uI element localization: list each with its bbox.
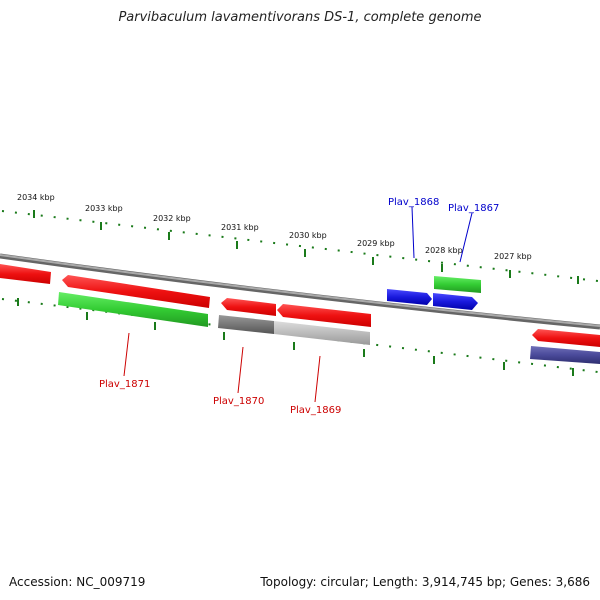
genome-title: Parvibaculum lavamentivorans DS-1, compl… — [118, 10, 482, 25]
gene-red-arrow[interactable] — [0, 264, 51, 284]
gene-label-plav-1869[interactable]: Plav_1869 — [290, 405, 341, 416]
gene-green-arrow[interactable] — [58, 292, 208, 327]
gene-blue-arrow[interactable] — [387, 289, 432, 305]
gene-blue-arrow[interactable] — [433, 293, 478, 310]
leader-line — [459, 212, 473, 263]
gene-label-plav-1868[interactable]: Plav_1868 — [388, 197, 439, 208]
gene-red-arrow[interactable] — [221, 298, 276, 316]
gene-red-arrow[interactable] — [277, 304, 371, 327]
gene-features-lower[interactable] — [58, 292, 600, 364]
gene-green-arrow[interactable] — [434, 276, 481, 293]
kbp-label: 2033 kbp — [85, 204, 123, 213]
gene-gray-arrow[interactable] — [218, 315, 274, 334]
accession-text: Accession: NC_009719 — [9, 575, 146, 589]
genome-summary-text: Topology: circular; Length: 3,914,745 bp… — [260, 575, 590, 589]
gene-red-arrow[interactable] — [532, 329, 600, 347]
kbp-label: 2031 kbp — [221, 223, 259, 232]
leader-line — [237, 346, 244, 394]
kbp-label: 2032 kbp — [153, 214, 191, 223]
gene-label-plav-1871[interactable]: Plav_1871 — [99, 379, 150, 390]
gene-red-arrow[interactable] — [62, 275, 210, 308]
genome-backbone — [0, 253, 600, 330]
leader-line — [411, 206, 415, 259]
gene-purple-arrow[interactable] — [530, 346, 600, 364]
gene-gray-arrow[interactable] — [274, 321, 370, 345]
gene-label-plav-1870[interactable]: Plav_1870 — [213, 396, 264, 407]
outer-tick-track — [1, 210, 599, 284]
leader-lines — [123, 206, 473, 403]
kbp-label: 2034 kbp — [17, 193, 55, 202]
kbp-label: 2030 kbp — [289, 231, 327, 240]
gene-label-plav-1867[interactable]: Plav_1867 — [448, 203, 499, 214]
kbp-labels: 2034 kbp 2033 kbp 2032 kbp 2031 kbp 2030… — [17, 193, 532, 261]
gene-labels[interactable]: Plav_1868 Plav_1867 Plav_1871 Plav_1870 … — [99, 197, 499, 416]
kbp-label: 2027 kbp — [494, 252, 532, 261]
gene-features[interactable] — [0, 264, 600, 347]
leader-line — [123, 332, 130, 377]
kbp-label: 2029 kbp — [357, 239, 395, 248]
leader-line — [314, 355, 321, 403]
outer-minor-ticks — [1, 210, 599, 282]
kbp-label: 2028 kbp — [425, 246, 463, 255]
